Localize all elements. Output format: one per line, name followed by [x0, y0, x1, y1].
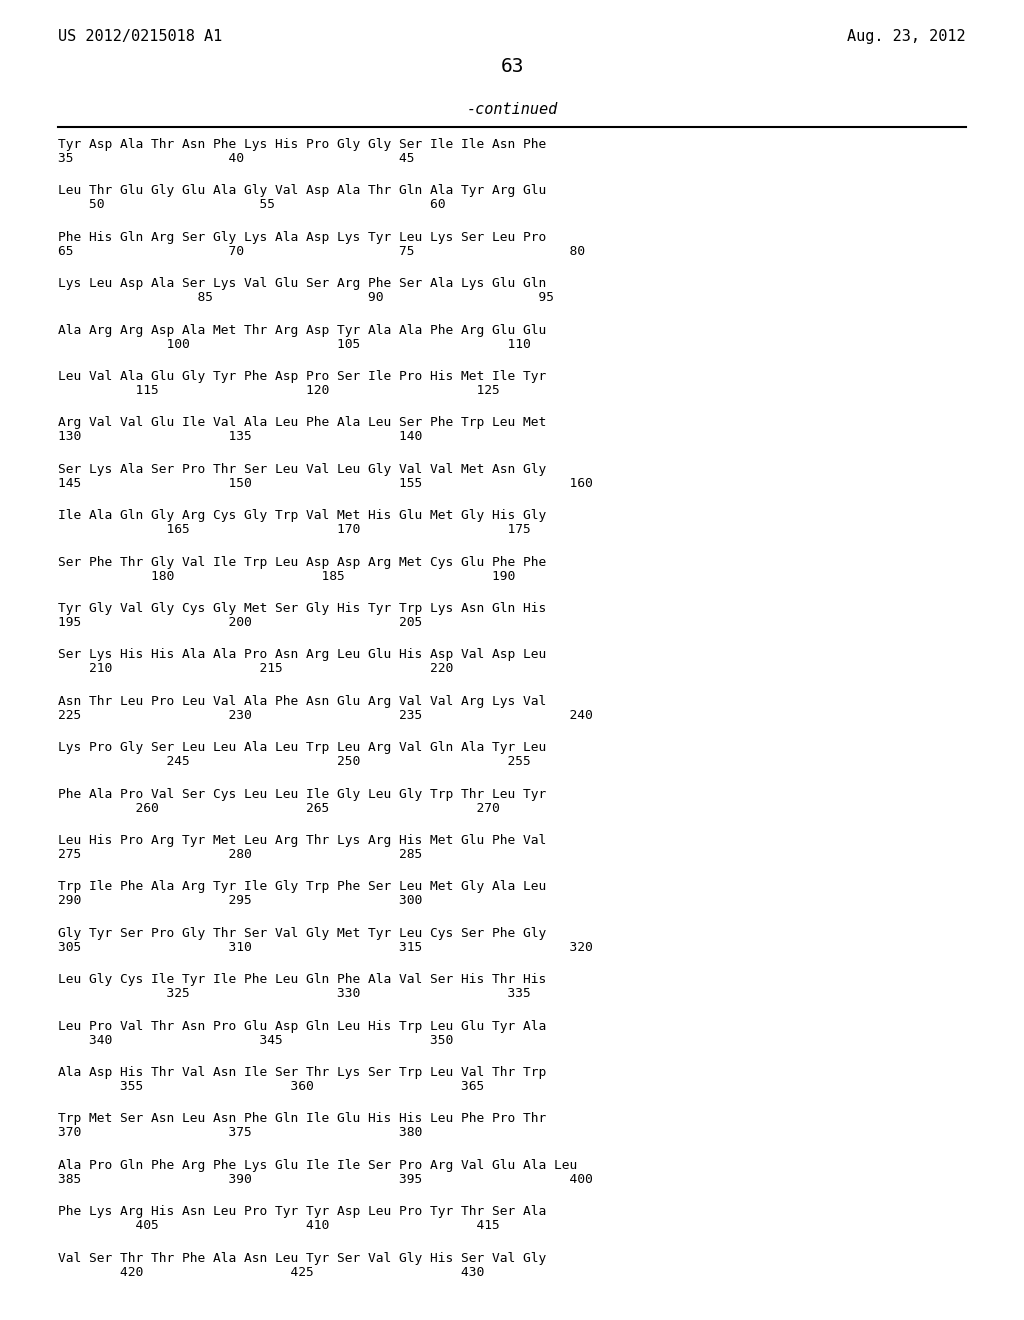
Text: Val Ser Thr Thr Phe Ala Asn Leu Tyr Ser Val Gly His Ser Val Gly: Val Ser Thr Thr Phe Ala Asn Leu Tyr Ser … — [58, 1251, 546, 1265]
Text: 165                   170                   175: 165 170 175 — [58, 523, 530, 536]
Text: 340                   345                   350: 340 345 350 — [58, 1034, 454, 1047]
Text: Leu His Pro Arg Tyr Met Leu Arg Thr Lys Arg His Met Glu Phe Val: Leu His Pro Arg Tyr Met Leu Arg Thr Lys … — [58, 834, 546, 847]
Text: Ile Ala Gln Gly Arg Cys Gly Trp Val Met His Glu Met Gly His Gly: Ile Ala Gln Gly Arg Cys Gly Trp Val Met … — [58, 510, 546, 523]
Text: 115                   120                   125: 115 120 125 — [58, 384, 500, 397]
Text: 420                   425                   430: 420 425 430 — [58, 1266, 484, 1279]
Text: 130                   135                   140: 130 135 140 — [58, 430, 422, 444]
Text: 260                   265                   270: 260 265 270 — [58, 801, 500, 814]
Text: 210                   215                   220: 210 215 220 — [58, 663, 454, 676]
Text: Lys Leu Asp Ala Ser Lys Val Glu Ser Arg Phe Ser Ala Lys Glu Gln: Lys Leu Asp Ala Ser Lys Val Glu Ser Arg … — [58, 277, 546, 290]
Text: Phe Lys Arg His Asn Leu Pro Tyr Tyr Asp Leu Pro Tyr Thr Ser Ala: Phe Lys Arg His Asn Leu Pro Tyr Tyr Asp … — [58, 1205, 546, 1218]
Text: Trp Ile Phe Ala Arg Tyr Ile Gly Trp Phe Ser Leu Met Gly Ala Leu: Trp Ile Phe Ala Arg Tyr Ile Gly Trp Phe … — [58, 880, 546, 894]
Text: Ser Lys Ala Ser Pro Thr Ser Leu Val Leu Gly Val Val Met Asn Gly: Ser Lys Ala Ser Pro Thr Ser Leu Val Leu … — [58, 463, 546, 475]
Text: 35                    40                    45: 35 40 45 — [58, 152, 415, 165]
Text: Leu Pro Val Thr Asn Pro Glu Asp Gln Leu His Trp Leu Glu Tyr Ala: Leu Pro Val Thr Asn Pro Glu Asp Gln Leu … — [58, 1019, 546, 1032]
Text: 385                   390                   395                   400: 385 390 395 400 — [58, 1172, 593, 1185]
Text: US 2012/0215018 A1: US 2012/0215018 A1 — [58, 29, 222, 45]
Text: 65                    70                    75                    80: 65 70 75 80 — [58, 244, 585, 257]
Text: 370                   375                   380: 370 375 380 — [58, 1126, 422, 1139]
Text: Aug. 23, 2012: Aug. 23, 2012 — [848, 29, 966, 45]
Text: 290                   295                   300: 290 295 300 — [58, 895, 422, 907]
Text: 100                   105                   110: 100 105 110 — [58, 338, 530, 351]
Text: 305                   310                   315                   320: 305 310 315 320 — [58, 941, 593, 954]
Text: 245                   250                   255: 245 250 255 — [58, 755, 530, 768]
Text: Leu Gly Cys Ile Tyr Ile Phe Leu Gln Phe Ala Val Ser His Thr His: Leu Gly Cys Ile Tyr Ile Phe Leu Gln Phe … — [58, 973, 546, 986]
Text: Tyr Gly Val Gly Cys Gly Met Ser Gly His Tyr Trp Lys Asn Gln His: Tyr Gly Val Gly Cys Gly Met Ser Gly His … — [58, 602, 546, 615]
Text: Arg Val Val Glu Ile Val Ala Leu Phe Ala Leu Ser Phe Trp Leu Met: Arg Val Val Glu Ile Val Ala Leu Phe Ala … — [58, 416, 546, 429]
Text: Ala Arg Arg Asp Ala Met Thr Arg Asp Tyr Ala Ala Phe Arg Glu Glu: Ala Arg Arg Asp Ala Met Thr Arg Asp Tyr … — [58, 323, 546, 337]
Text: Ser Lys His His Ala Ala Pro Asn Arg Leu Glu His Asp Val Asp Leu: Ser Lys His His Ala Ala Pro Asn Arg Leu … — [58, 648, 546, 661]
Text: Ser Phe Thr Gly Val Ile Trp Leu Asp Asp Arg Met Cys Glu Phe Phe: Ser Phe Thr Gly Val Ile Trp Leu Asp Asp … — [58, 556, 546, 569]
Text: -continued: -continued — [466, 103, 558, 117]
Text: 145                   150                   155                   160: 145 150 155 160 — [58, 477, 593, 490]
Text: 85                    90                    95: 85 90 95 — [58, 292, 554, 304]
Text: 275                   280                   285: 275 280 285 — [58, 847, 422, 861]
Text: Tyr Asp Ala Thr Asn Phe Lys His Pro Gly Gly Ser Ile Ile Asn Phe: Tyr Asp Ala Thr Asn Phe Lys His Pro Gly … — [58, 139, 546, 150]
Text: 325                   330                   335: 325 330 335 — [58, 987, 530, 1001]
Text: Ala Asp His Thr Val Asn Ile Ser Thr Lys Ser Trp Leu Val Thr Trp: Ala Asp His Thr Val Asn Ile Ser Thr Lys … — [58, 1067, 546, 1078]
Text: Lys Pro Gly Ser Leu Leu Ala Leu Trp Leu Arg Val Gln Ala Tyr Leu: Lys Pro Gly Ser Leu Leu Ala Leu Trp Leu … — [58, 742, 546, 754]
Text: Phe Ala Pro Val Ser Cys Leu Leu Ile Gly Leu Gly Trp Thr Leu Tyr: Phe Ala Pro Val Ser Cys Leu Leu Ile Gly … — [58, 788, 546, 801]
Text: Leu Thr Glu Gly Glu Ala Gly Val Asp Ala Thr Gln Ala Tyr Arg Glu: Leu Thr Glu Gly Glu Ala Gly Val Asp Ala … — [58, 185, 546, 198]
Text: 225                   230                   235                   240: 225 230 235 240 — [58, 709, 593, 722]
Text: Leu Val Ala Glu Gly Tyr Phe Asp Pro Ser Ile Pro His Met Ile Tyr: Leu Val Ala Glu Gly Tyr Phe Asp Pro Ser … — [58, 370, 546, 383]
Text: 63: 63 — [501, 58, 523, 77]
Text: Phe His Gln Arg Ser Gly Lys Ala Asp Lys Tyr Leu Lys Ser Leu Pro: Phe His Gln Arg Ser Gly Lys Ala Asp Lys … — [58, 231, 546, 244]
Text: 405                   410                   415: 405 410 415 — [58, 1220, 500, 1232]
Text: 180                   185                   190: 180 185 190 — [58, 570, 515, 582]
Text: 195                   200                   205: 195 200 205 — [58, 616, 422, 630]
Text: Trp Met Ser Asn Leu Asn Phe Gln Ile Glu His His Leu Phe Pro Thr: Trp Met Ser Asn Leu Asn Phe Gln Ile Glu … — [58, 1113, 546, 1126]
Text: 355                   360                   365: 355 360 365 — [58, 1080, 484, 1093]
Text: 50                    55                    60: 50 55 60 — [58, 198, 445, 211]
Text: Asn Thr Leu Pro Leu Val Ala Phe Asn Glu Arg Val Val Arg Lys Val: Asn Thr Leu Pro Leu Val Ala Phe Asn Glu … — [58, 694, 546, 708]
Text: Gly Tyr Ser Pro Gly Thr Ser Val Gly Met Tyr Leu Cys Ser Phe Gly: Gly Tyr Ser Pro Gly Thr Ser Val Gly Met … — [58, 927, 546, 940]
Text: Ala Pro Gln Phe Arg Phe Lys Glu Ile Ile Ser Pro Arg Val Glu Ala Leu: Ala Pro Gln Phe Arg Phe Lys Glu Ile Ile … — [58, 1159, 578, 1172]
